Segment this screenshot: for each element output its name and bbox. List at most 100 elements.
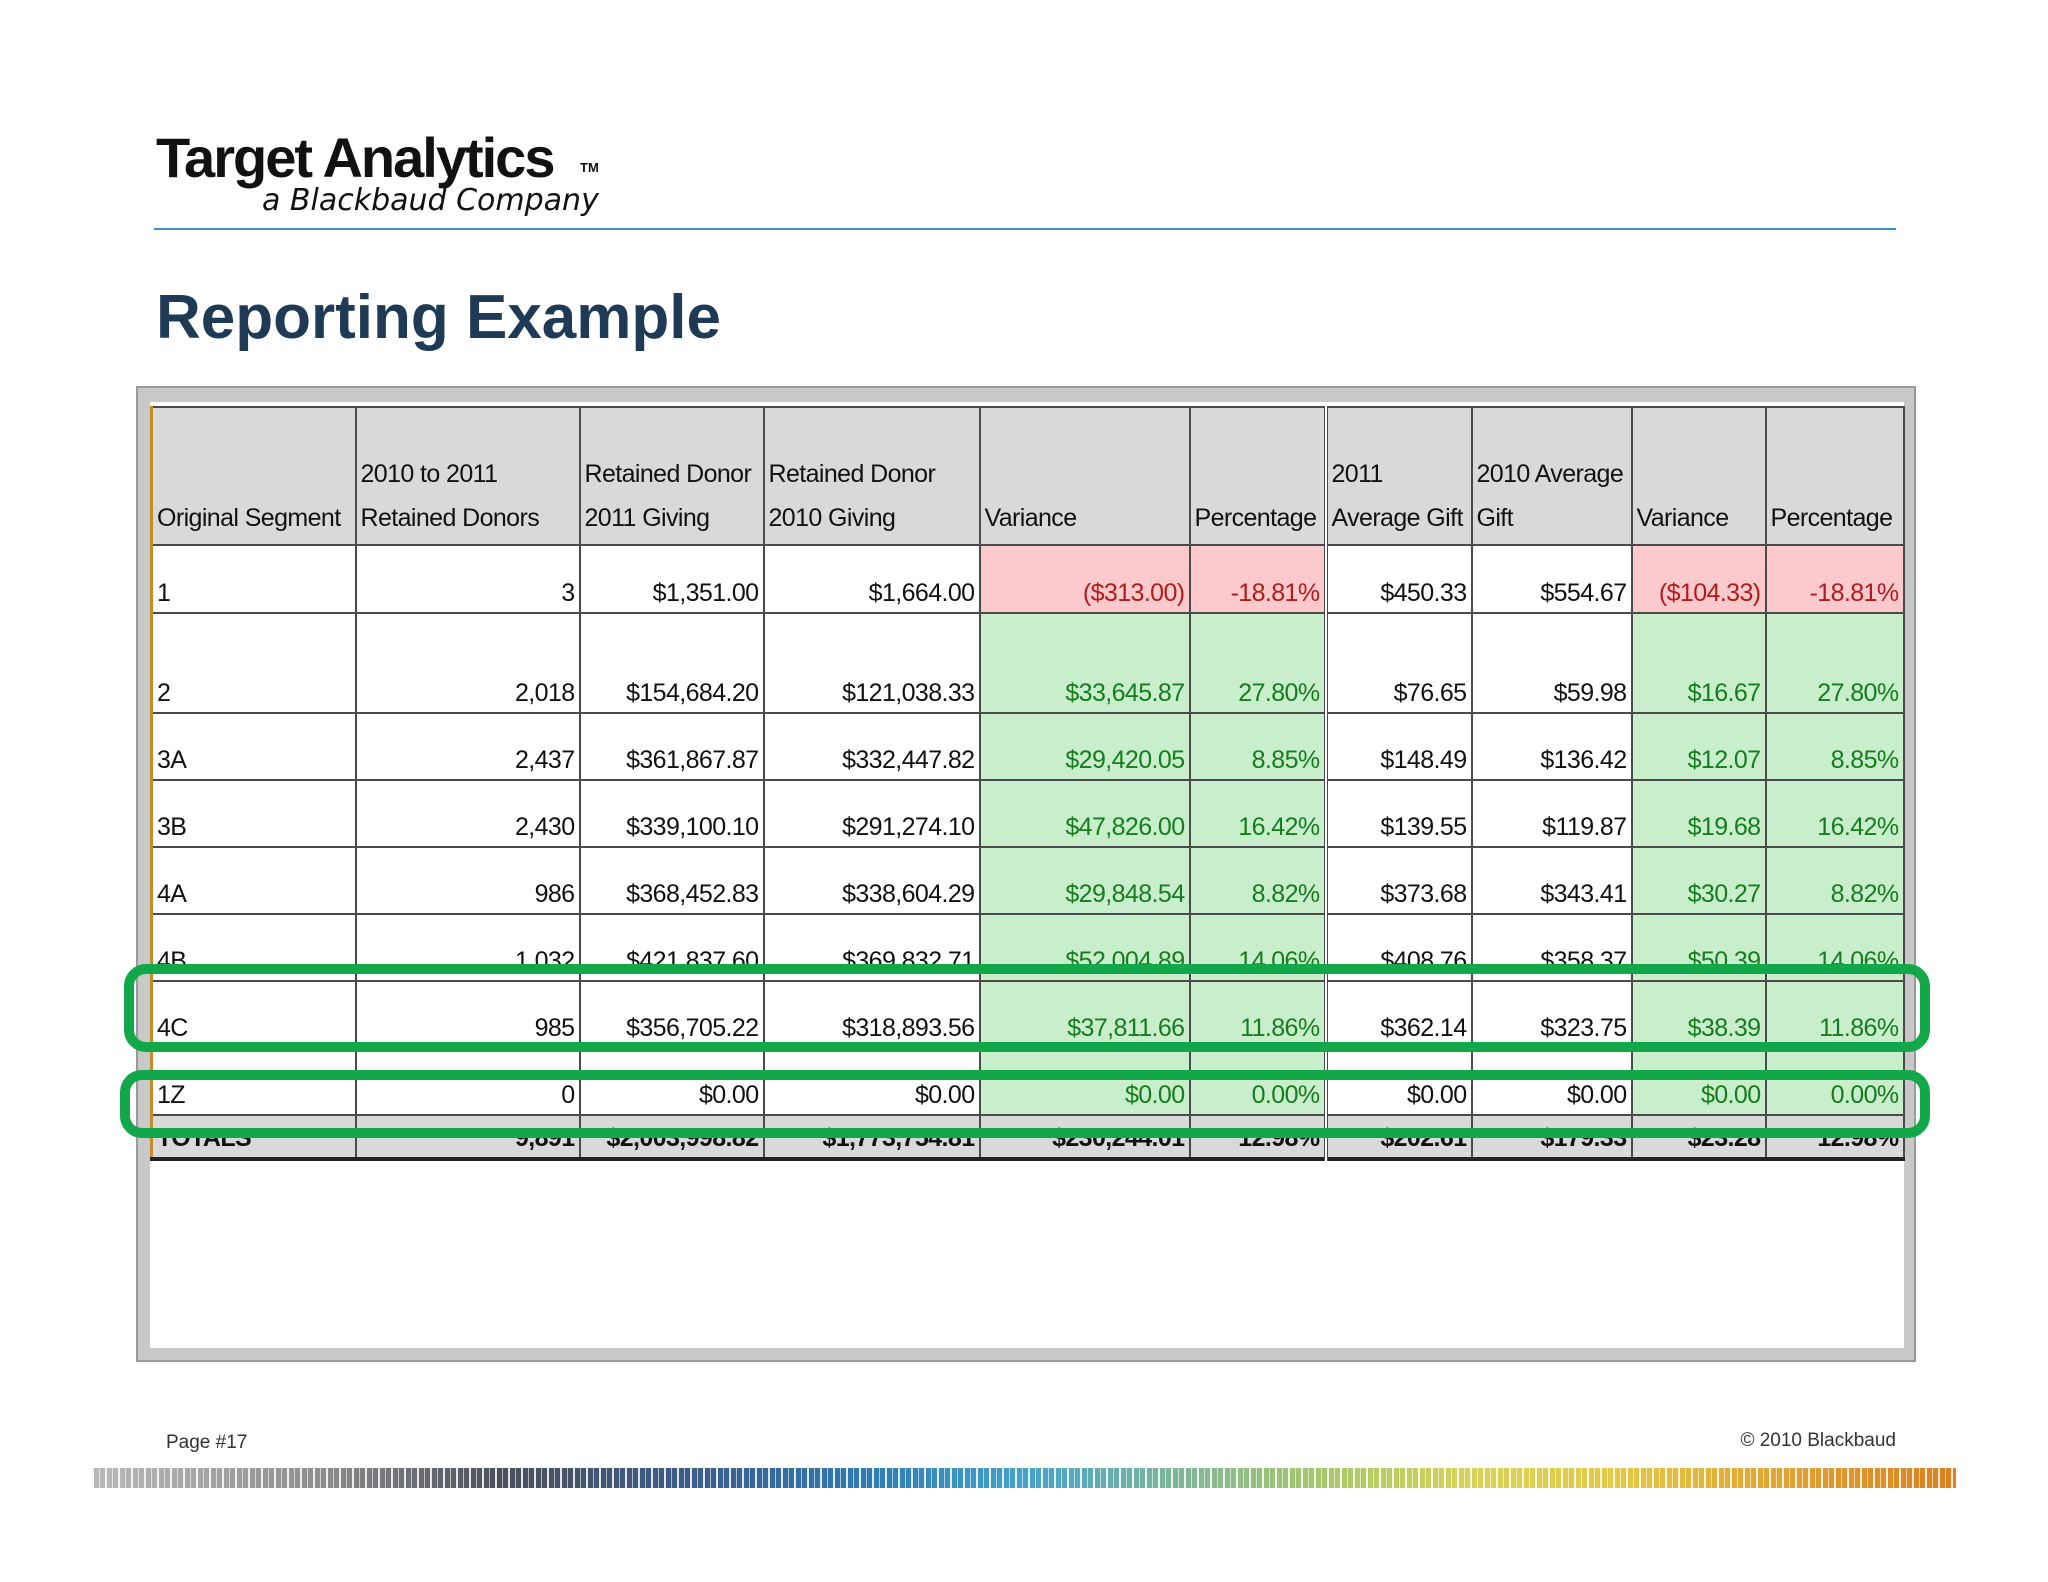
header-line1: 2010 Average xyxy=(1476,460,1624,488)
table-header-row: Original Segment 2010 to 2011 Retained Do… xyxy=(150,406,1905,546)
header-line2: Retained Donors xyxy=(360,504,540,532)
table-cell: $29,848.54 xyxy=(978,846,1191,915)
decorative-color-bar xyxy=(92,1468,1956,1488)
table-row: 1 3 $1,351.00 $1,664.00 ($313.00) -18.81% $450… xyxy=(150,544,1905,614)
table-cell: $33,645.87 xyxy=(978,612,1191,714)
table-cell: $0.00 xyxy=(762,1047,981,1116)
company-logo: Target Analytics TM a Blackbaud Company xyxy=(156,128,616,224)
table-row: 1Z 0 $0.00 $0.00 $0.00 0.00% $0.00 $0.00 $0.00 0.… xyxy=(150,1047,1905,1116)
header-line2: Average Gift xyxy=(1331,504,1464,532)
header-line1: Retained Donor xyxy=(584,460,752,488)
table-cell: 985 xyxy=(354,980,581,1049)
header-line2: Percentage xyxy=(1770,504,1893,532)
table-cell: $338,604.29 xyxy=(762,846,981,915)
table-cell: $450.33 xyxy=(1324,544,1473,614)
table-cell: 3 xyxy=(354,544,581,614)
table-body: 1 3 $1,351.00 $1,664.00 ($313.00) -18.81% $450… xyxy=(150,544,1905,1161)
logo-trademark: TM xyxy=(580,160,599,175)
table-cell: 8.82% xyxy=(1764,846,1905,915)
header-line2: Variance xyxy=(1636,504,1730,532)
header-2010-giving: Retained Donor 2010 Giving xyxy=(762,406,981,546)
table-cell: $0.00 xyxy=(1470,1047,1633,1116)
table-cell: $139.55 xyxy=(1324,779,1473,848)
header-line2: Gift xyxy=(1476,504,1514,532)
header-giving-percentage: Percentage xyxy=(1188,406,1328,546)
table-cell: $19.68 xyxy=(1630,779,1767,848)
table-cell: 0.00% xyxy=(1764,1047,1905,1116)
table-cell: $148.49 xyxy=(1324,712,1473,781)
header-line1: Retained Donor xyxy=(768,460,936,488)
table-cell: $121,038.33 xyxy=(762,612,981,714)
table-cell: 11.86% xyxy=(1188,980,1328,1049)
table-cell: $37,811.66 xyxy=(978,980,1191,1049)
table-row: 4A 986 $368,452.83 $338,604.29 $29,848.54 8.8… xyxy=(150,846,1905,915)
table-cell: -18.81% xyxy=(1188,544,1328,614)
header-line2: Original Segment xyxy=(157,504,341,532)
table-cell: -18.81% xyxy=(1764,544,1905,614)
table-cell: 2,018 xyxy=(354,612,581,714)
table-row: 3A 2,437 $361,867.87 $332,447.82 $29,420.05 8… xyxy=(150,712,1905,781)
header-2010-average-gift: 2010 Average Gift xyxy=(1470,406,1633,546)
table-cell: $1,664.00 xyxy=(762,544,981,614)
table-cell: 0 xyxy=(354,1047,581,1116)
highlight-box-4b xyxy=(120,1070,1930,1138)
table-cell: $47,826.00 xyxy=(978,779,1191,848)
logo-name: Target Analytics xyxy=(156,126,555,189)
table-cell: $136.42 xyxy=(1470,712,1633,781)
segment-cell: 1Z xyxy=(150,1047,357,1116)
header-line2: Variance xyxy=(984,504,1078,532)
table-cell: $119.87 xyxy=(1470,779,1633,848)
table-cell: $339,100.10 xyxy=(578,779,765,848)
table-cell: $29,420.05 xyxy=(978,712,1191,781)
table-cell: $154,684.20 xyxy=(578,612,765,714)
table-cell: 8.82% xyxy=(1188,846,1328,915)
table-cell: $554.67 xyxy=(1470,544,1633,614)
header-retained-donors: 2010 to 2011 Retained Donors xyxy=(354,406,581,546)
table-cell: 11.86% xyxy=(1764,980,1905,1049)
table-cell: $12.07 xyxy=(1630,712,1767,781)
header-line2: 2010 Giving xyxy=(768,504,896,532)
table-cell: $318,893.56 xyxy=(762,980,981,1049)
header-line1: 2010 to 2011 xyxy=(360,460,499,488)
table-cell: $332,447.82 xyxy=(762,712,981,781)
logo-tagline: a Blackbaud Company xyxy=(262,183,599,218)
header-2011-average-gift: 2011 Average Gift xyxy=(1324,406,1473,546)
table-row: 4C 985 $356,705.22 $318,893.56 $37,811.66 11.… xyxy=(150,980,1905,1049)
header-line2: Percentage xyxy=(1194,504,1317,532)
table-cell: 16.42% xyxy=(1188,779,1328,848)
segment-cell: 1 xyxy=(150,544,357,614)
table-cell: 0.00% xyxy=(1188,1047,1328,1116)
table-cell: $368,452.83 xyxy=(578,846,765,915)
table-row: 3B 2,430 $339,100.10 $291,274.10 $47,826.00 1… xyxy=(150,779,1905,848)
header-original-segment: Original Segment xyxy=(150,406,357,546)
table-cell: $30.27 xyxy=(1630,846,1767,915)
table-cell: 986 xyxy=(354,846,581,915)
table-cell: $361,867.87 xyxy=(578,712,765,781)
table-cell: $291,274.10 xyxy=(762,779,981,848)
header-gift-percentage: Percentage xyxy=(1764,406,1905,546)
segment-cell: 3A xyxy=(150,712,357,781)
table-cell: $373.68 xyxy=(1324,846,1473,915)
segment-cell: 3B xyxy=(150,779,357,848)
segment-cell: 4C xyxy=(150,980,357,1049)
report-table: Original Segment 2010 to 2011 Retained Do… xyxy=(150,406,1905,1161)
table-cell: $0.00 xyxy=(578,1047,765,1116)
header-divider xyxy=(154,228,1896,230)
highlight-box-4a xyxy=(124,964,1930,1052)
table-cell: $0.00 xyxy=(1324,1047,1473,1116)
table-cell: ($313.00) xyxy=(978,544,1191,614)
table-cell: 2,430 xyxy=(354,779,581,848)
segment-cell: 2 xyxy=(150,612,357,714)
table-cell: 16.42% xyxy=(1764,779,1905,848)
page-title: Reporting Example xyxy=(156,283,721,352)
header-2011-giving: Retained Donor 2011 Giving xyxy=(578,406,765,546)
table-cell: $16.67 xyxy=(1630,612,1767,714)
table-cell: ($104.33) xyxy=(1630,544,1767,614)
table-cell: $356,705.22 xyxy=(578,980,765,1049)
table-cell: $0.00 xyxy=(1630,1047,1767,1116)
table-cell: 27.80% xyxy=(1188,612,1328,714)
table-row: 2 2,018 $154,684.20 $121,038.33 $33,645.87 27… xyxy=(150,612,1905,714)
header-line2: 2011 Giving xyxy=(584,504,711,532)
table-cell: $59.98 xyxy=(1470,612,1633,714)
table-cell: $362.14 xyxy=(1324,980,1473,1049)
